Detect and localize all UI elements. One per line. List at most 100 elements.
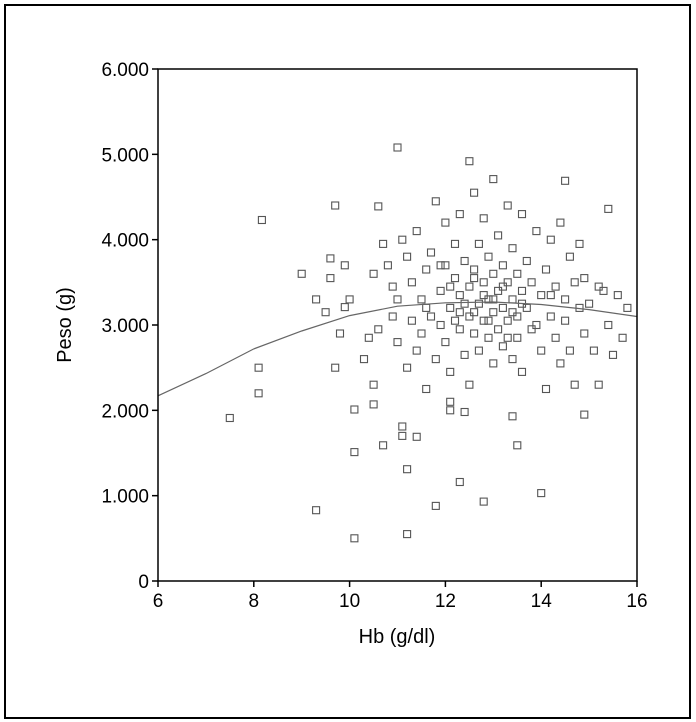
data-point — [470, 188, 479, 197]
data-point — [489, 269, 498, 278]
data-point — [484, 333, 493, 342]
data-point — [503, 201, 512, 210]
y-tick-label: 4.000 — [101, 231, 149, 252]
data-point — [474, 239, 483, 248]
data-point — [618, 333, 627, 342]
data-point — [446, 282, 455, 291]
data-point — [364, 333, 373, 342]
data-point — [494, 286, 503, 295]
data-point — [460, 407, 469, 417]
data-point — [608, 350, 618, 359]
data-point — [374, 202, 383, 211]
data-point — [417, 295, 426, 304]
data-point — [455, 308, 464, 317]
data-point — [465, 282, 474, 291]
data-point — [455, 325, 464, 334]
data-point — [479, 497, 488, 506]
data-point — [446, 406, 455, 415]
data-point — [489, 175, 498, 184]
data-point — [350, 405, 359, 414]
data-point — [431, 355, 440, 364]
data-point — [403, 530, 412, 539]
data-point — [422, 265, 431, 274]
data-point — [412, 432, 421, 441]
data-point — [359, 355, 369, 364]
data-point — [460, 299, 469, 308]
data-point — [479, 214, 488, 223]
data-point — [326, 274, 335, 283]
data-point — [589, 346, 598, 355]
y-tick-label: 0 — [138, 572, 149, 593]
data-point — [436, 286, 445, 295]
data-point — [431, 501, 440, 510]
data-point — [537, 346, 546, 355]
data-point — [340, 303, 349, 312]
data-point — [340, 261, 349, 270]
data-point — [546, 235, 555, 244]
y-axis-title: Peso (g) — [54, 287, 76, 363]
data-point — [537, 291, 546, 300]
data-point — [331, 363, 340, 372]
data-point — [403, 252, 412, 261]
data-point — [326, 254, 335, 263]
data-point — [446, 397, 455, 406]
data-point — [460, 350, 469, 359]
data-point — [580, 410, 589, 419]
figure-frame — [4, 4, 691, 719]
data-point — [369, 400, 378, 409]
data-point — [604, 320, 613, 330]
data-point — [580, 329, 589, 338]
data-point — [498, 261, 507, 270]
data-point — [388, 282, 397, 291]
data-point — [513, 441, 522, 450]
data-point — [541, 265, 551, 274]
data-point — [594, 282, 603, 291]
data-point — [522, 303, 531, 312]
data-point — [585, 299, 594, 308]
data-point — [422, 384, 431, 394]
data-point — [225, 413, 234, 423]
data-point — [383, 261, 392, 270]
data-point — [312, 295, 321, 304]
data-points — [225, 143, 632, 543]
data-point — [503, 316, 512, 325]
data-point — [369, 269, 378, 278]
data-point — [470, 308, 479, 317]
data-point — [450, 316, 460, 325]
y-tick-label: 5.000 — [101, 145, 149, 166]
data-point — [369, 380, 378, 389]
data-point — [345, 295, 354, 304]
data-point — [321, 308, 330, 317]
data-point — [446, 367, 455, 376]
data-point — [465, 380, 474, 389]
data-point — [412, 346, 421, 355]
data-point — [474, 346, 483, 355]
data-point — [479, 278, 488, 287]
data-point — [297, 269, 306, 278]
data-point — [556, 359, 565, 368]
data-point — [527, 278, 536, 287]
data-point — [527, 325, 536, 334]
data-point — [561, 316, 570, 325]
data-point — [508, 412, 517, 421]
data-point — [455, 291, 464, 300]
data-point — [379, 441, 388, 450]
data-point — [570, 278, 579, 287]
y-axis: 0 1.000 2.000 3.000 4.000 5.000 6.000 — [101, 60, 158, 593]
data-point — [450, 239, 460, 248]
y-tick-label: 3.000 — [101, 316, 149, 337]
data-point — [431, 197, 440, 206]
plot-frame — [157, 68, 638, 582]
data-point — [474, 299, 483, 308]
data-point — [623, 303, 632, 312]
data-point — [350, 534, 359, 543]
data-point — [403, 363, 412, 372]
y-tick-label: 1.000 — [101, 487, 149, 508]
data-point — [498, 282, 507, 291]
data-point — [513, 312, 522, 321]
data-point — [426, 248, 436, 257]
data-point — [441, 261, 450, 270]
data-point — [465, 157, 474, 166]
data-point — [446, 303, 455, 312]
data-point — [436, 261, 445, 270]
